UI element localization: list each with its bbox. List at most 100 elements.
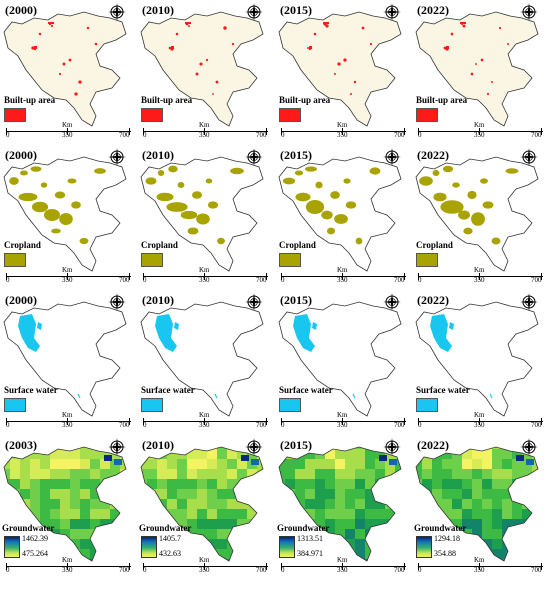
groundwater-cell (325, 459, 335, 469)
groundwater-cell (90, 479, 100, 489)
scale-tick (204, 563, 205, 570)
cropland-patch (40, 182, 48, 188)
builtup-patch (58, 72, 62, 76)
groundwater-cell (472, 529, 482, 539)
scale-label: 700 (256, 421, 267, 429)
scale-bar: 0 350 700 Km (418, 411, 543, 429)
groundwater-cell (120, 549, 126, 559)
groundwater-cell (422, 469, 432, 479)
builtup-patch (323, 22, 329, 24)
scale-line (418, 131, 543, 132)
groundwater-cell (30, 459, 40, 469)
groundwater-cell (227, 479, 237, 489)
groundwater-cell (279, 509, 285, 519)
groundwater-cell (257, 489, 263, 499)
groundwater-cell (80, 479, 90, 489)
groundwater-cell (141, 489, 147, 499)
groundwater-cell (305, 449, 315, 459)
groundwater-cell (237, 499, 247, 509)
cropland-patch (321, 210, 333, 220)
groundwater-panel: (2015) Groundwater 1313.51 384.971 0 350 700 Km (275, 435, 412, 582)
groundwater-cell (100, 489, 110, 499)
groundwater-cell (217, 539, 227, 549)
groundwater-cell (472, 519, 482, 529)
groundwater-cell (355, 479, 365, 489)
scale-tick (266, 273, 267, 280)
compass-icon (245, 148, 263, 166)
scale-bar: 0 350 700 Km (281, 556, 406, 574)
groundwater-cell (355, 519, 365, 529)
scale-tick (204, 418, 205, 425)
groundwater-cell (365, 509, 375, 519)
year-label: (2010) (142, 293, 174, 307)
scale-label: 0 (6, 421, 10, 429)
groundwater-cell (452, 469, 462, 479)
groundwater-cell (60, 499, 70, 509)
legend-min-value: 475.264 (22, 549, 48, 558)
builtup-basin-map (140, 11, 264, 127)
scale-tick (6, 128, 7, 135)
groundwater-cell (167, 509, 177, 519)
groundwater-cell (167, 469, 177, 479)
groundwater-panel: (2022) Groundwater 1294.18 354.88 0 350 700 Km (412, 435, 549, 582)
builtup-patch (309, 46, 312, 49)
groundwater-cell (422, 499, 432, 509)
scale-tick (143, 418, 144, 425)
builtup-patch (78, 80, 82, 84)
groundwater-cell (100, 449, 110, 459)
groundwater-cell (295, 469, 305, 479)
groundwater-cell (432, 469, 442, 479)
groundwater-cell (512, 529, 522, 539)
groundwater-cell (30, 479, 40, 489)
legend-max-value: 1313.51 (297, 534, 323, 543)
groundwater-cell (502, 447, 512, 449)
groundwater-cell (40, 479, 50, 489)
scale-line (281, 421, 406, 422)
groundwater-cell (516, 455, 524, 461)
groundwater-cell (237, 459, 247, 469)
groundwater-panel: (2010) Groundwater 1405.7 432.63 0 350 700 Km (137, 435, 274, 582)
cropland-patch (345, 201, 357, 209)
groundwater-cell (50, 549, 60, 559)
groundwater-cell (472, 539, 482, 549)
groundwater-cell (187, 549, 197, 559)
compass-icon (520, 293, 538, 311)
groundwater-cell (305, 489, 315, 499)
legend-title: Cropland (4, 240, 41, 250)
groundwater-cell (315, 479, 325, 489)
cropland-patch (18, 192, 38, 202)
groundwater-cell (472, 489, 482, 499)
groundwater-cell (187, 479, 197, 489)
scale-tick (404, 273, 405, 280)
scale-label: 700 (394, 131, 405, 139)
groundwater-cell (522, 469, 532, 479)
cropland-patch (482, 201, 494, 209)
groundwater-cell (482, 447, 492, 449)
groundwater-basin-map (140, 446, 264, 562)
groundwater-cell (452, 459, 462, 469)
groundwater-cell (30, 509, 40, 519)
groundwater-cell (345, 519, 355, 529)
builtup-patch (460, 22, 466, 24)
groundwater-cell (522, 549, 532, 559)
builtup-basin-map (278, 11, 402, 127)
groundwater-cell (247, 469, 257, 479)
groundwater-cell (50, 489, 60, 499)
groundwater-cell (227, 489, 237, 499)
groundwater-cell (345, 447, 355, 449)
groundwater-cell (532, 489, 538, 499)
groundwater-cell (335, 447, 345, 449)
groundwater-cell (512, 549, 522, 559)
year-label: (2010) (142, 148, 174, 162)
groundwater-cell (315, 499, 325, 509)
scale-tick (479, 418, 480, 425)
scale-tick (6, 418, 7, 425)
groundwater-cell (50, 447, 60, 449)
groundwater-cell (257, 499, 263, 509)
groundwater-cell (422, 479, 432, 489)
legend-title: Groundwater (414, 523, 467, 533)
groundwater-cell (20, 509, 30, 519)
groundwater-cell (217, 489, 227, 499)
groundwater-cell (492, 499, 502, 509)
groundwater-cell (395, 539, 401, 549)
